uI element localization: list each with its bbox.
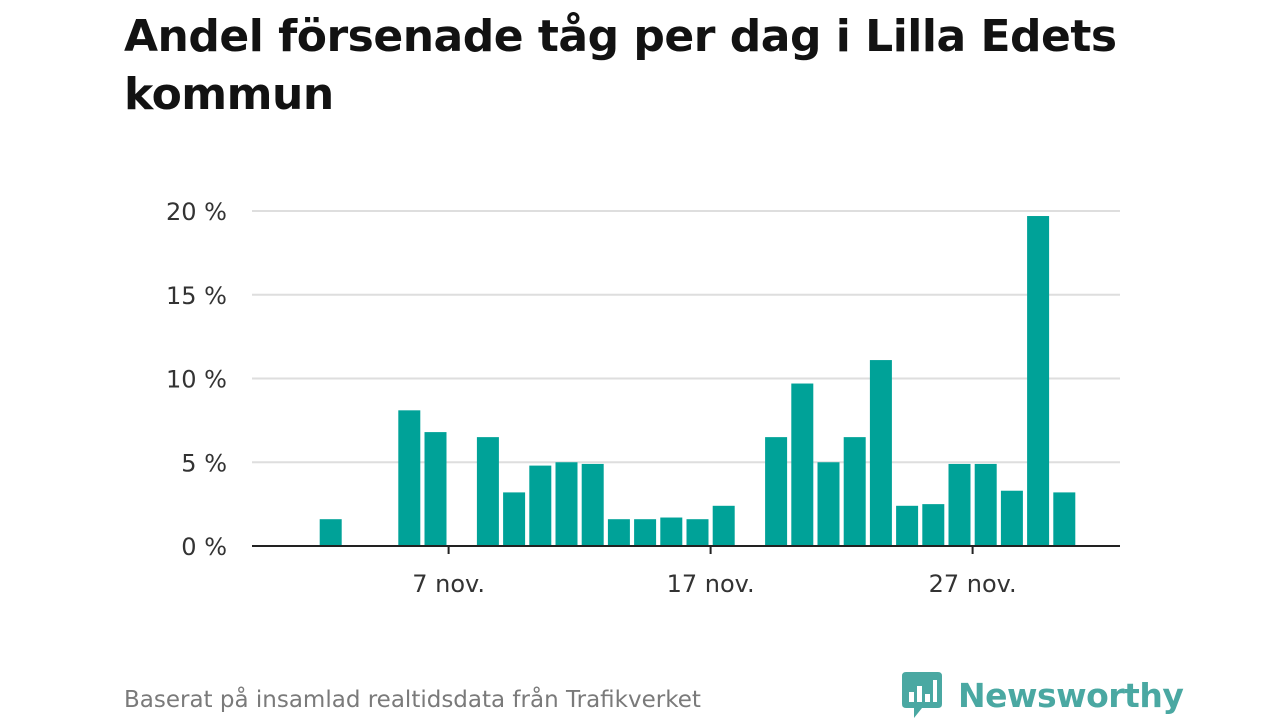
y-tick-label-10: 10 %: [166, 366, 227, 394]
bar-2020-11-13: [607, 519, 630, 546]
x-axis: [252, 545, 1120, 554]
bar-2020-11-25: [922, 504, 945, 546]
x-tick-label-2020-11-27: 27 nov.: [929, 570, 1017, 598]
bar-2020-11-15: [660, 517, 683, 546]
y-tick-label-15: 15 %: [166, 282, 227, 310]
x-tick-labels: 7 nov. 17 nov. 27 nov.: [412, 570, 1016, 598]
newsworthy-logo-icon: [902, 672, 942, 718]
gridlines: [252, 210, 1120, 464]
bar-2020-11-14: [634, 519, 657, 546]
brand: Newsworthy: [902, 670, 1184, 720]
bars: [319, 216, 1076, 546]
y-tick-labels: 0 % 5 % 10 % 15 % 20 %: [166, 198, 227, 561]
bar-2020-11-30: [1053, 492, 1076, 546]
bar-2020-11-02: [319, 519, 342, 546]
bar-2020-11-09: [503, 492, 526, 546]
bar-2020-11-21: [817, 462, 840, 546]
bar-2020-11-05: [398, 410, 421, 546]
x-tick-label-2020-11-07: 7 nov.: [412, 570, 485, 598]
bar-2020-11-24: [896, 505, 919, 546]
bar-2020-11-26: [948, 463, 971, 546]
bar-2020-11-27: [974, 463, 997, 546]
bar-2020-11-11: [555, 462, 578, 546]
bar-2020-11-22: [843, 437, 866, 546]
bar-2020-11-06: [424, 432, 447, 546]
bar-2020-11-17: [712, 505, 735, 546]
bar-2020-11-12: [581, 463, 604, 546]
bar-2020-11-16: [686, 519, 709, 546]
bar-2020-11-23: [869, 360, 892, 546]
y-tick-label-5: 5 %: [181, 449, 227, 477]
y-tick-label-20: 20 %: [166, 198, 227, 226]
bar-2020-11-10: [529, 465, 552, 546]
chart-title: Andel försenade tåg per dag i Lilla Edet…: [124, 11, 1117, 120]
x-tick-label-2020-11-17: 17 nov.: [667, 570, 755, 598]
bar-2020-11-29: [1027, 216, 1050, 546]
source-note: Baserat på insamlad realtidsdata från Tr…: [124, 687, 701, 713]
bar-2020-11-20: [791, 383, 814, 546]
bar-2020-11-08: [476, 437, 499, 546]
bar-2020-11-28: [1000, 490, 1023, 546]
bar-2020-11-19: [765, 437, 788, 546]
brand-name: Newsworthy: [958, 675, 1184, 715]
y-tick-label-0: 0 %: [181, 533, 227, 561]
